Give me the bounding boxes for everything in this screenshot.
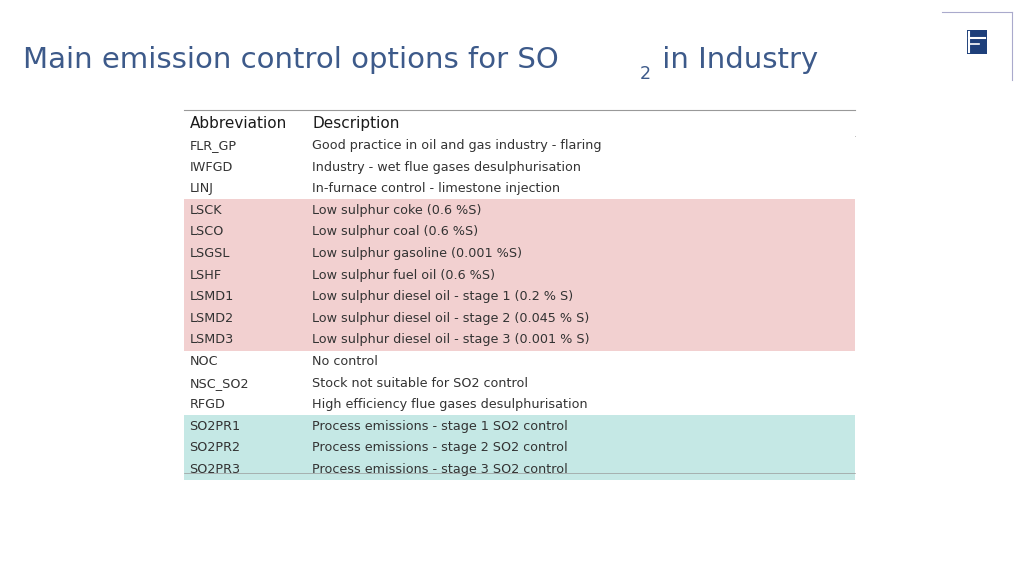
Text: LINJ: LINJ <box>189 182 213 195</box>
Text: Low sulphur diesel oil - stage 2 (0.045 % S): Low sulphur diesel oil - stage 2 (0.045 … <box>312 312 590 325</box>
Text: No control: No control <box>312 355 378 368</box>
Text: Main emission control options for SO: Main emission control options for SO <box>22 37 558 65</box>
Text: NSC_SO2: NSC_SO2 <box>189 377 249 389</box>
Text: Low sulphur diesel oil - stage 1 (0.2 % S): Low sulphur diesel oil - stage 1 (0.2 % … <box>312 290 573 303</box>
Text: High efficiency flue gases desulphurisation: High efficiency flue gases desulphurisat… <box>312 398 588 411</box>
Polygon shape <box>0 361 215 576</box>
Text: in Industry: in Industry <box>653 47 818 74</box>
Bar <box>184 329 855 351</box>
Text: Process emissions - stage 2 SO2 control: Process emissions - stage 2 SO2 control <box>312 441 568 454</box>
Text: IIASA: IIASA <box>965 83 989 93</box>
Bar <box>184 199 855 221</box>
Bar <box>184 372 855 394</box>
Text: SO2PR3: SO2PR3 <box>189 463 241 476</box>
Text: Low sulphur fuel oil (0.6 %S): Low sulphur fuel oil (0.6 %S) <box>312 268 496 282</box>
Text: LSMD3: LSMD3 <box>189 334 233 346</box>
Bar <box>184 437 855 458</box>
Text: IWFGD: IWFGD <box>189 161 232 173</box>
Text: LSCK: LSCK <box>189 204 222 217</box>
Text: Industry - wet flue gases desulphurisation: Industry - wet flue gases desulphurisati… <box>312 161 582 173</box>
Text: Low sulphur diesel oil - stage 3 (0.001 % S): Low sulphur diesel oil - stage 3 (0.001 … <box>312 334 590 346</box>
Text: In-furnace control - limestone injection: In-furnace control - limestone injection <box>312 182 560 195</box>
Text: Good practice in oil and gas industry - flaring: Good practice in oil and gas industry - … <box>312 139 602 152</box>
Bar <box>184 221 855 242</box>
Polygon shape <box>0 441 135 576</box>
Bar <box>184 156 855 178</box>
Text: Process emissions - stage 3 SO2 control: Process emissions - stage 3 SO2 control <box>312 463 568 476</box>
Text: Description: Description <box>312 116 399 131</box>
Text: LSMD2: LSMD2 <box>189 312 233 325</box>
Text: LSCO: LSCO <box>189 225 224 238</box>
Polygon shape <box>575 0 1024 135</box>
Text: LSGSL: LSGSL <box>189 247 229 260</box>
Bar <box>184 415 855 437</box>
Bar <box>184 351 855 372</box>
Text: SO2PR1: SO2PR1 <box>189 420 241 433</box>
Text: LSMD1: LSMD1 <box>189 290 233 303</box>
Bar <box>967 30 987 54</box>
Bar <box>184 135 855 156</box>
Bar <box>184 308 855 329</box>
Bar <box>184 242 855 264</box>
Bar <box>184 458 855 480</box>
Text: NOC: NOC <box>189 355 218 368</box>
Bar <box>184 264 855 286</box>
Bar <box>184 178 855 199</box>
Text: Main emission control options for SO: Main emission control options for SO <box>23 47 558 74</box>
Text: LSHF: LSHF <box>189 268 221 282</box>
Text: Low sulphur gasoline (0.001 %S): Low sulphur gasoline (0.001 %S) <box>312 247 522 260</box>
Text: FLR_GP: FLR_GP <box>189 139 237 152</box>
Text: Low sulphur coal (0.6 %S): Low sulphur coal (0.6 %S) <box>312 225 478 238</box>
Text: Process emissions - stage 1 SO2 control: Process emissions - stage 1 SO2 control <box>312 420 568 433</box>
Text: 2: 2 <box>640 65 651 83</box>
Text: Stock not suitable for SO2 control: Stock not suitable for SO2 control <box>312 377 528 389</box>
Bar <box>184 394 855 415</box>
Text: Abbreviation: Abbreviation <box>189 116 287 131</box>
Text: Low sulphur coke (0.6 %S): Low sulphur coke (0.6 %S) <box>312 204 481 217</box>
Polygon shape <box>0 501 230 576</box>
Text: RFGD: RFGD <box>189 398 225 411</box>
Text: SO2PR2: SO2PR2 <box>189 441 241 454</box>
Bar <box>184 286 855 308</box>
